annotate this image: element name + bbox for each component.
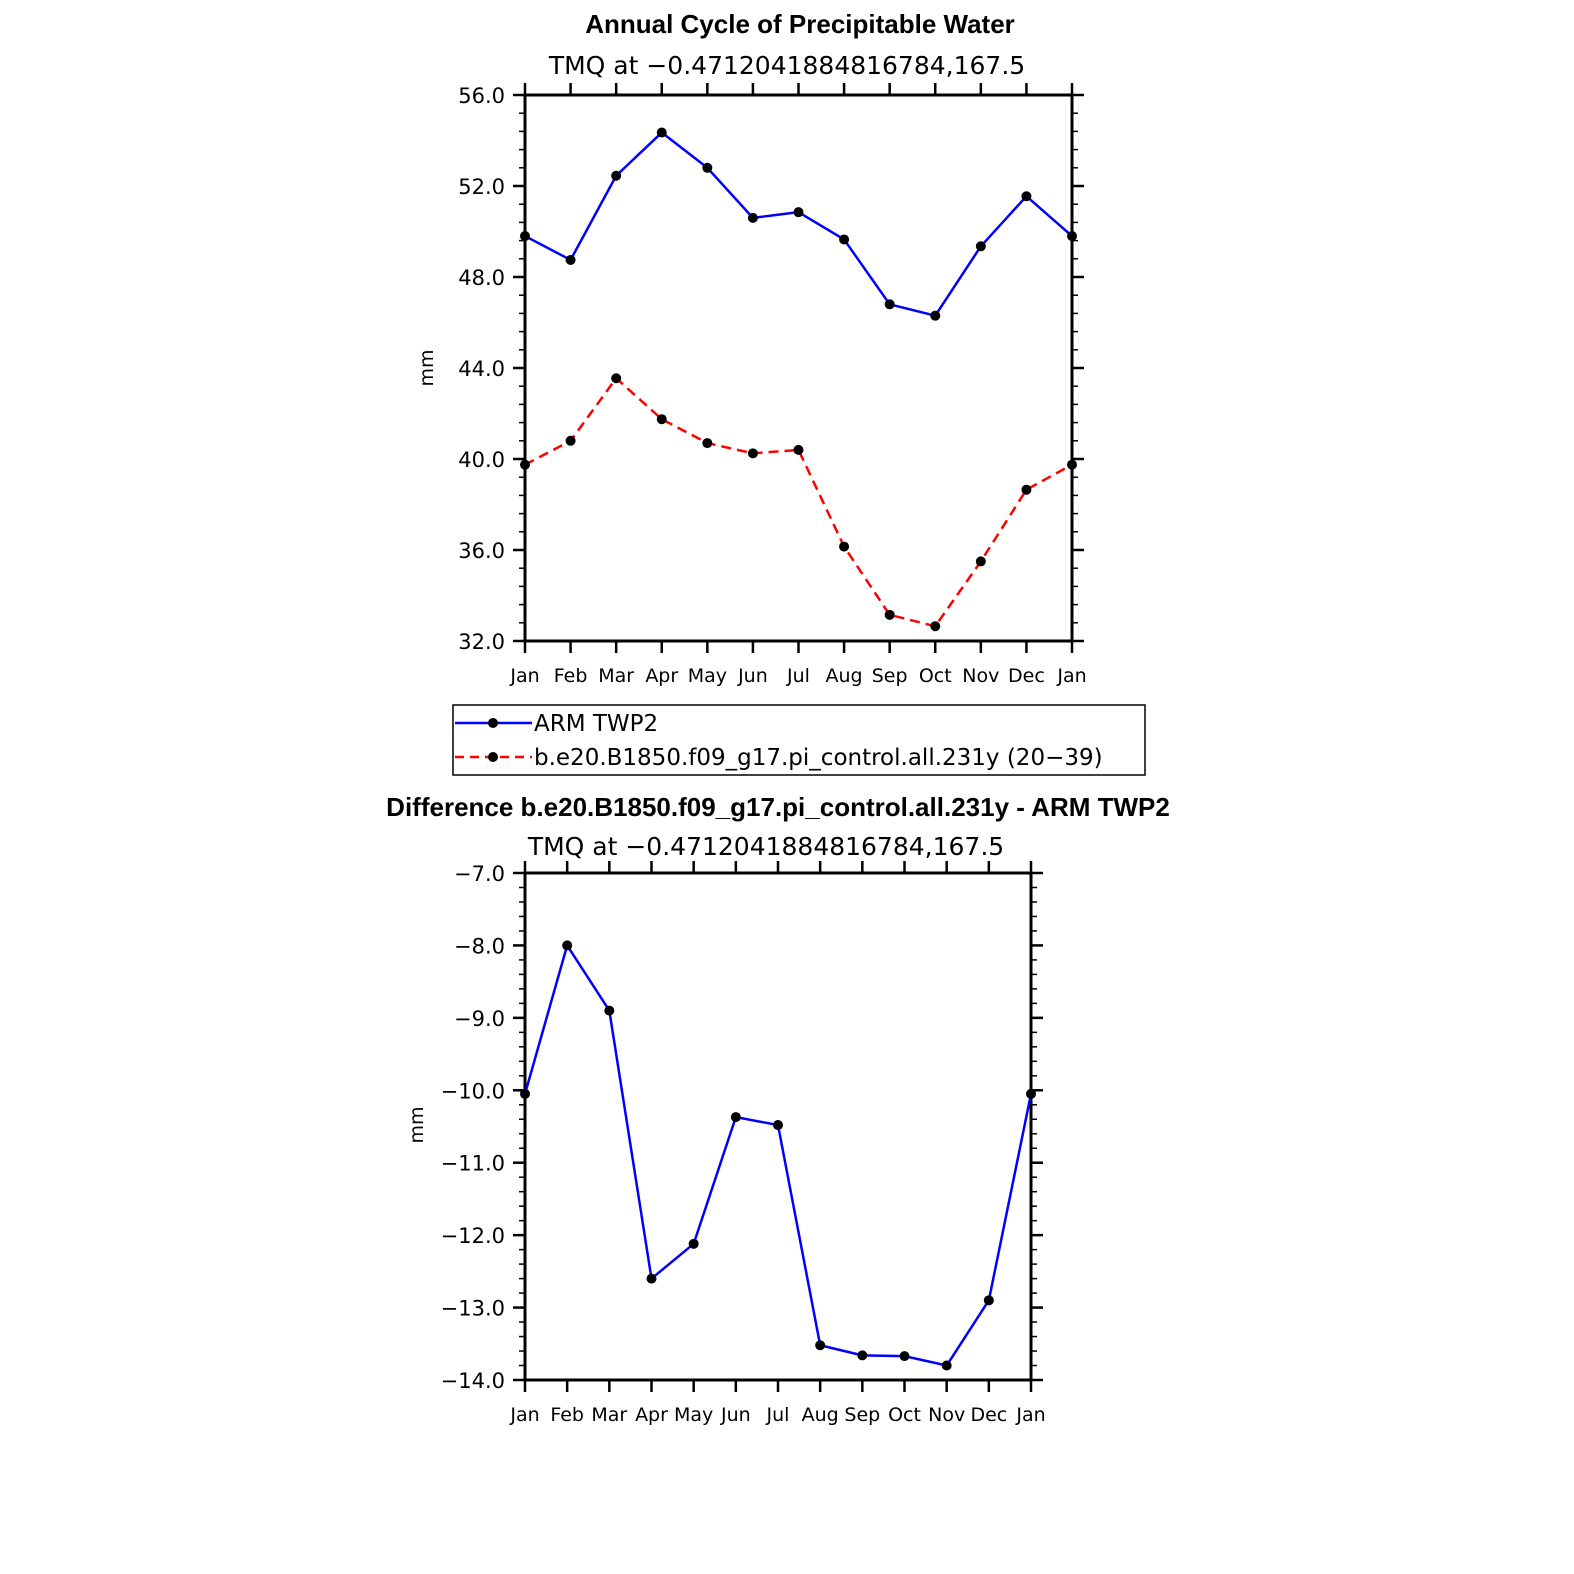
chart-1-title: Annual Cycle of Precipitable Water bbox=[585, 9, 1015, 39]
chart-1-y-axis-title: mm bbox=[416, 349, 438, 386]
y-tick-label: 48.0 bbox=[458, 266, 505, 290]
chart-2-series-1-point bbox=[688, 1238, 699, 1249]
y-tick-label: −14.0 bbox=[441, 1369, 505, 1393]
x-tick-label: Oct bbox=[919, 665, 952, 687]
y-tick-label: 40.0 bbox=[458, 448, 505, 472]
chart-1-series-1-point bbox=[884, 299, 895, 310]
x-tick-label: Jul bbox=[766, 1404, 790, 1426]
x-tick-label: Feb bbox=[554, 665, 588, 687]
y-tick-label: −7.0 bbox=[454, 862, 505, 886]
chart-2-series-1-point bbox=[857, 1350, 868, 1361]
chart-1-series-1-point bbox=[930, 310, 941, 321]
chart-1-series-2-point bbox=[656, 414, 667, 425]
y-tick-label: 36.0 bbox=[458, 539, 505, 563]
chart-2-title: Difference b.e20.B1850.f09_g17.pi_contro… bbox=[386, 792, 1170, 822]
y-tick-label: −13.0 bbox=[441, 1297, 505, 1321]
x-tick-label: Jun bbox=[737, 665, 768, 687]
y-tick-label: −10.0 bbox=[441, 1079, 505, 1103]
x-tick-label: Jan bbox=[1015, 1404, 1045, 1426]
chart-1-series-1-point bbox=[975, 241, 986, 252]
chart-2-series-1-point bbox=[520, 1088, 530, 1099]
chart-1-series-1-line bbox=[524, 131, 1073, 317]
chart-1-series-2-point bbox=[1021, 484, 1032, 495]
chart-1-series-2-point bbox=[747, 448, 758, 459]
y-tick-label: −12.0 bbox=[441, 1224, 505, 1248]
chart-2-series-1-point bbox=[562, 940, 573, 951]
legend-label-model: b.e20.B1850.f09_g17.pi_control.all.231y … bbox=[534, 745, 1103, 771]
chart-1-series-1-point bbox=[565, 254, 576, 265]
y-tick-label: 56.0 bbox=[458, 84, 505, 108]
chart-1-series-1-point bbox=[611, 170, 622, 181]
x-tick-label: Dec bbox=[970, 1404, 1007, 1426]
chart-1-series-2-point bbox=[930, 621, 941, 632]
x-tick-label: Nov bbox=[928, 1404, 965, 1426]
chart-2-series-1-point bbox=[983, 1295, 994, 1306]
x-tick-label: Feb bbox=[550, 1404, 584, 1426]
y-tick-label: 32.0 bbox=[458, 630, 505, 654]
x-tick-label: Dec bbox=[1008, 665, 1045, 687]
chart-1-series-1-point bbox=[1067, 231, 1077, 242]
y-tick-label: 44.0 bbox=[458, 357, 505, 381]
chart-1-series-2-point bbox=[1067, 459, 1077, 470]
chart-1-series-2-point bbox=[611, 373, 622, 384]
chart-1-series-2-point bbox=[702, 438, 713, 449]
chart-2-series-1-point bbox=[604, 1005, 615, 1016]
x-tick-label: Aug bbox=[826, 665, 863, 687]
chart-1-series-2-point bbox=[793, 444, 804, 455]
legend-marker-arm-twp2 bbox=[488, 718, 498, 728]
chart-1-series-2-point bbox=[839, 541, 850, 552]
chart-2-series-1-point bbox=[941, 1360, 952, 1371]
chart-1-series-1-point bbox=[520, 231, 530, 242]
chart-1-series-1-point bbox=[839, 234, 850, 245]
y-tick-label: −9.0 bbox=[454, 1007, 505, 1031]
y-tick-label: 52.0 bbox=[458, 175, 505, 199]
x-tick-label: Apr bbox=[645, 665, 678, 687]
x-tick-label: May bbox=[688, 665, 727, 687]
x-tick-label: Jul bbox=[786, 665, 810, 687]
chart-2-series-1-point bbox=[773, 1120, 783, 1131]
chart-2-series-1-point bbox=[1026, 1088, 1036, 1099]
chart-2-series-1-line bbox=[523, 944, 1033, 1367]
x-tick-label: May bbox=[674, 1404, 713, 1426]
chart-2-series-1-point bbox=[899, 1351, 910, 1362]
x-tick-label: Jan bbox=[509, 665, 539, 687]
chart-1-frame bbox=[523, 93, 1074, 643]
legend-box bbox=[452, 704, 1146, 776]
x-tick-label: Jan bbox=[509, 1404, 539, 1426]
chart-1-series-1-point bbox=[793, 207, 804, 218]
chart-2-series-1-point bbox=[815, 1340, 826, 1351]
x-tick-label: Aug bbox=[802, 1404, 839, 1426]
x-tick-label: Apr bbox=[635, 1404, 668, 1426]
chart-1-series-2-point bbox=[975, 556, 986, 567]
x-tick-label: Sep bbox=[844, 1404, 880, 1426]
chart-1-series-1-point bbox=[747, 212, 758, 223]
chart-1-series-2-point bbox=[520, 459, 530, 470]
legend-label-arm-twp2: ARM TWP2 bbox=[534, 711, 658, 737]
x-tick-label: Sep bbox=[872, 665, 908, 687]
chart-2-series-1-point bbox=[730, 1112, 741, 1123]
x-tick-label: Mar bbox=[598, 665, 634, 687]
chart-1-series-1-point bbox=[702, 162, 713, 173]
x-tick-label: Nov bbox=[962, 665, 999, 687]
chart-1-series-2-point bbox=[565, 435, 576, 446]
chart-2-plot-area: −14.0 −13.0 −12.0 −11.0 −10.0 −9.0 −8.0 −7.0 Jan… bbox=[441, 861, 1046, 1426]
y-tick-label: −8.0 bbox=[454, 934, 505, 958]
chart-1-legend: ARM TWP2 b.e20.B1850.f09_g17.pi_control.… bbox=[452, 704, 1146, 776]
x-tick-label: Mar bbox=[591, 1404, 627, 1426]
chart-1-subtitle: TMQ at −0.4712041884816784,167.5 bbox=[548, 51, 1025, 80]
chart-1-plot-area: 32.0 36.0 40.0 44.0 48.0 52.0 56.0 Jan Feb Mar Apr… bbox=[458, 83, 1087, 687]
chart-2-series-1-point bbox=[646, 1273, 657, 1284]
legend-marker-model bbox=[488, 752, 498, 762]
x-tick-label: Oct bbox=[888, 1404, 921, 1426]
chart-1-series-1-point bbox=[656, 127, 667, 138]
x-tick-label: Jun bbox=[720, 1404, 751, 1426]
chart-1-series-1-point bbox=[1021, 191, 1032, 202]
chart-2-subtitle: TMQ at −0.4712041884816784,167.5 bbox=[527, 832, 1004, 861]
chart-2-y-axis-title: mm bbox=[406, 1106, 428, 1143]
chart-1-series-2-line bbox=[524, 376, 1073, 628]
y-tick-label: −11.0 bbox=[441, 1152, 505, 1176]
chart-1-series-2-point bbox=[884, 609, 895, 620]
x-tick-label: Jan bbox=[1056, 665, 1086, 687]
